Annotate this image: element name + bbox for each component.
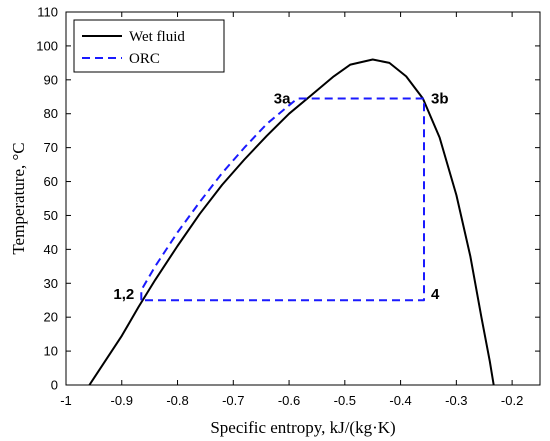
legend-label: ORC (129, 51, 160, 67)
point-annotations: 1,2 3a 3b 4 (113, 90, 448, 303)
y-tick-label: 100 (36, 38, 58, 53)
x-axis-title: Specific entropy, kJ/(kg·K) (210, 418, 395, 437)
x-tick-label: -0.8 (166, 393, 188, 408)
y-tick-label: 70 (44, 140, 58, 155)
axes: -1 -0.9 -0.8 -0.7 -0.6 -0.5 -0.4 -0.3 -0.2 0 10 20 3… (9, 5, 541, 437)
x-tick-label: -0.7 (222, 393, 244, 408)
y-tick-label: 110 (37, 5, 58, 20)
x-tick-label: -0.9 (111, 393, 133, 408)
legend-label: Wet fluid (129, 29, 185, 45)
y-tick-label: 10 (44, 344, 58, 359)
x-tick-label: -0.4 (389, 393, 411, 408)
y-tick-label: 50 (44, 208, 58, 223)
plot-frame (65, 11, 541, 386)
x-tick-label: -0.2 (501, 393, 523, 408)
legend-box (73, 19, 225, 73)
point-label: 1,2 (113, 286, 134, 303)
y-axis-title: Temperature, °C (9, 142, 28, 254)
x-tick-label: -0.3 (445, 393, 467, 408)
y-tick-label: 90 (44, 72, 58, 87)
x-tick-label: -1 (60, 393, 72, 408)
series-lines (88, 58, 495, 386)
y-tick-label: 40 (44, 242, 58, 257)
x-tick-label: -0.6 (278, 393, 300, 408)
y-tick-label: 80 (44, 106, 58, 121)
x-tick-label: -0.5 (334, 393, 356, 408)
series-line-wet-fluid (88, 58, 495, 386)
legend: Wet fluid ORC (73, 19, 225, 73)
y-tick-label: 0 (51, 378, 58, 393)
point-label: 3a (274, 90, 291, 107)
series-line-orc (140, 97, 425, 302)
point-label: 3b (431, 90, 449, 107)
point-label: 4 (431, 286, 440, 303)
y-tick-label: 20 (44, 310, 58, 325)
y-tick-label: 30 (44, 276, 58, 291)
y-tick-label: 60 (44, 174, 58, 189)
